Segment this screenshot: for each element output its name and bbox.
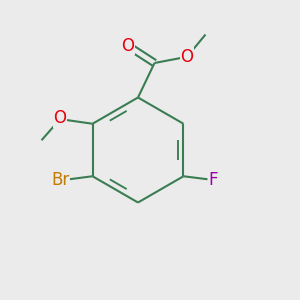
- Text: Br: Br: [51, 171, 70, 189]
- Text: O: O: [180, 48, 194, 66]
- Text: O: O: [53, 109, 66, 127]
- Text: F: F: [209, 171, 218, 189]
- Text: O: O: [121, 37, 134, 55]
